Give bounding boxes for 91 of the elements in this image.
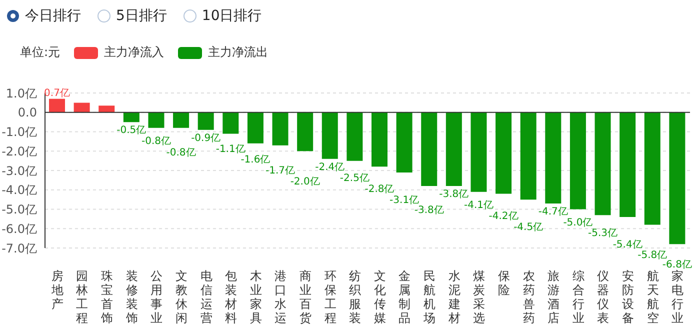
- data-label: -4.7亿: [538, 206, 568, 218]
- data-label: -3.1亿: [390, 194, 420, 206]
- y-tick-label: -1.0亿: [2, 125, 37, 140]
- x-tick-label: 房地产: [50, 269, 64, 311]
- x-tick-label: 旅游酒店: [548, 269, 560, 325]
- bar: [620, 112, 636, 217]
- legend-label: 主力净流出: [207, 44, 268, 61]
- x-tick-label: 纺织服装: [349, 269, 362, 325]
- bar: [98, 106, 115, 112]
- data-label: -2.0亿: [290, 176, 320, 188]
- bar: [520, 112, 536, 200]
- data-label: -0.5亿: [116, 125, 146, 136]
- data-label: -2.4亿: [315, 162, 345, 173]
- bar: [198, 112, 214, 130]
- data-label: -5.4亿: [612, 239, 642, 250]
- data-label: -2.5亿: [340, 173, 370, 184]
- bar: [372, 112, 388, 167]
- data-label: 0.7亿: [44, 88, 70, 99]
- bar: [247, 112, 264, 144]
- y-tick-label: -5.0亿: [2, 202, 37, 217]
- x-tick-label: 农药兽药: [522, 269, 535, 325]
- text: 今日排行: [25, 7, 81, 25]
- bar: [545, 112, 562, 204]
- x-tick-label: 煤炭采选: [473, 269, 486, 325]
- bar: [346, 112, 363, 161]
- bar: [173, 112, 190, 128]
- bar: [570, 112, 586, 210]
- data-label: -1.6亿: [240, 154, 270, 166]
- x-tick-label: 文化传媒: [374, 269, 386, 325]
- y-tick-label: -6.0亿: [2, 222, 37, 236]
- x-tick-label: 港口水运: [274, 269, 287, 325]
- bar: [496, 112, 512, 194]
- x-tick-label: 包装材料: [224, 269, 238, 325]
- data-label: -3.8亿: [414, 204, 444, 216]
- x-tick-label: 民航机场: [422, 269, 436, 325]
- x-tick-label: 航天航空: [646, 269, 659, 325]
- data-label: -6.8亿: [662, 259, 692, 270]
- bar: [148, 112, 164, 128]
- bar: [470, 112, 487, 192]
- data-label: -4.5亿: [514, 222, 544, 234]
- legend-title: 单位:元: [20, 44, 60, 61]
- bar: [222, 112, 239, 134]
- legend-label: 主力净流入: [103, 44, 164, 61]
- y-tick-label: 0.0: [18, 106, 37, 120]
- x-tick-label: 环保工程: [324, 269, 336, 325]
- data-label: -4.1亿: [464, 200, 494, 211]
- y-tick-label: -2.0亿: [2, 144, 37, 158]
- x-tick-label: 仪器仪表: [597, 269, 610, 325]
- bar: [297, 112, 314, 152]
- bar: [446, 112, 462, 186]
- x-tick-label: 珠宝首饰: [100, 269, 114, 325]
- x-tick-label: 装修装饰: [124, 269, 138, 325]
- x-tick-label: 家电行业: [672, 269, 684, 325]
- bar: [49, 98, 65, 112]
- x-tick-label: 金属制品: [398, 269, 411, 325]
- data-label: -4.2亿: [488, 211, 518, 222]
- data-label: -0.8亿: [166, 147, 196, 158]
- bar: [322, 112, 338, 159]
- bar: [272, 112, 288, 146]
- x-tick-label: 商业百货: [299, 269, 312, 325]
- x-tick-label: 公用事业: [150, 269, 163, 325]
- x-tick-label: 电信运营: [200, 269, 212, 325]
- data-label: -1.1亿: [216, 144, 246, 155]
- x-tick-label: 园林工程: [75, 269, 88, 325]
- bar: [123, 112, 140, 122]
- bar: [594, 112, 611, 216]
- x-tick-label: 文教休闲: [175, 269, 188, 325]
- bar: [396, 112, 412, 172]
- x-tick-label: 安防设备: [622, 269, 634, 325]
- bar: [644, 112, 660, 225]
- data-label: -5.0亿: [563, 217, 593, 228]
- data-label: -2.8亿: [364, 184, 394, 196]
- text: 10日排行: [202, 7, 262, 25]
- data-label: -0.8亿: [141, 136, 171, 147]
- bar: [421, 112, 438, 186]
- x-tick-label: 水泥建材: [447, 269, 460, 325]
- y-tick-label: -7.0亿: [2, 241, 37, 256]
- y-tick-label: 1.0亿: [6, 86, 37, 100]
- data-label: -5.8亿: [638, 250, 668, 262]
- y-tick-label: -4.0亿: [2, 183, 37, 198]
- text: 5日排行: [116, 7, 167, 25]
- x-tick-label: 综合行业: [572, 269, 584, 325]
- bar: [669, 112, 686, 244]
- x-tick-label: 保险: [498, 269, 510, 297]
- data-label: -3.8亿: [439, 189, 469, 200]
- x-tick-label: 木业家具: [250, 269, 262, 325]
- data-label: -5.3亿: [588, 228, 618, 240]
- data-label: -0.9亿: [191, 132, 221, 144]
- data-label: -1.7亿: [266, 166, 296, 177]
- y-tick-label: -3.0亿: [2, 164, 37, 178]
- bar: [74, 102, 90, 112]
